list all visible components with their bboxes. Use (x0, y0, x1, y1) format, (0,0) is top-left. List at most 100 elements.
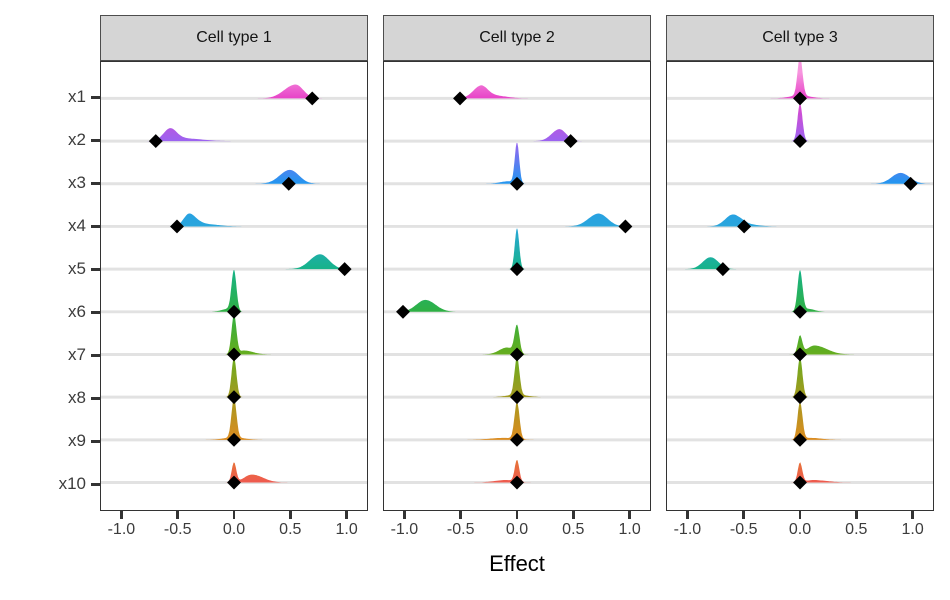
x-tick-label: -1.0 (107, 521, 136, 538)
facet-panel (100, 61, 368, 511)
density-curve-x6 (785, 270, 835, 312)
density-curve-x5 (508, 228, 526, 270)
x-tick-label: 1.0 (335, 521, 358, 538)
density-curve-x9 (449, 401, 549, 440)
y-axis-label: x6 (68, 302, 86, 321)
effect-point-x5 (510, 262, 524, 277)
effect-point-x6 (227, 304, 241, 319)
y-axis-label: x9 (68, 431, 86, 450)
density-curve-x7 (224, 314, 280, 355)
y-axis-label: x7 (68, 345, 86, 364)
effect-point-x1 (793, 91, 807, 106)
y-axis-tick (91, 482, 100, 486)
effect-point-x4 (737, 219, 752, 234)
x-tick-label: -0.5 (729, 521, 758, 538)
x-tick-label: 0.0 (788, 521, 812, 538)
density-curve-x10 (461, 460, 542, 483)
density-curve-x8 (790, 357, 810, 398)
x-axis-tick (176, 511, 179, 519)
facet-strip: Cell type 1 (100, 15, 368, 61)
x-tick-label: 0.5 (845, 521, 868, 538)
x-axis-tick (459, 511, 462, 519)
y-axis-label: x10 (58, 474, 86, 493)
facet-strip-title: Cell type 1 (196, 29, 272, 46)
x-axis-tick (572, 511, 575, 519)
density-curve-x2 (790, 103, 810, 142)
facet-panel (383, 61, 651, 511)
x-axis-tick (120, 511, 123, 519)
density-curve-x7 (475, 324, 534, 355)
x-axis-title: Effect (489, 551, 545, 576)
y-axis-tick (91, 439, 100, 443)
effect-point-x1 (453, 91, 467, 106)
density-curve-x10 (220, 462, 297, 483)
effect-point-x7 (793, 347, 807, 362)
density-curve-x5 (679, 257, 742, 270)
y-axis-label: x1 (68, 87, 86, 106)
y-axis-tick (91, 224, 100, 228)
y-axis-label: x2 (68, 130, 86, 149)
y-axis-label: x8 (68, 388, 86, 407)
x-tick-label: 0.5 (279, 521, 302, 538)
density-curve-x8 (476, 356, 558, 398)
density-curve-x8 (224, 357, 244, 398)
effect-point-x1 (305, 91, 320, 106)
density-curve-x4 (166, 213, 258, 227)
effect-point-x5 (715, 262, 730, 277)
y-axis-tick (91, 396, 100, 400)
x-tick-label: 0.0 (505, 521, 529, 538)
effect-point-x8 (227, 390, 241, 405)
density-curve-x2 (528, 129, 587, 142)
density-curve-x3 (864, 172, 933, 184)
y-axis-tick (91, 138, 100, 142)
x-tick-label: 0.0 (222, 521, 246, 538)
density-curve-x6 (201, 269, 247, 312)
effect-point-x8 (793, 390, 807, 405)
y-axis-label: x4 (68, 216, 86, 235)
x-axis-tick (911, 511, 914, 519)
x-axis-tick (345, 511, 348, 519)
y-axis-tick (91, 267, 100, 271)
effect-point-x10 (793, 475, 807, 490)
x-axis-tick (232, 511, 236, 519)
x-tick-label: 0.5 (562, 521, 585, 538)
x-axis-tick (798, 511, 802, 519)
y-axis-tick (91, 181, 100, 185)
x-tick-label: -1.0 (390, 521, 419, 538)
density-curve-x7 (783, 335, 864, 355)
x-axis-tick (403, 511, 406, 519)
density-curve-x4 (558, 213, 635, 227)
density-curve-x9 (787, 401, 855, 440)
facet-strip: Cell type 2 (383, 15, 651, 61)
density-curve-x10 (782, 462, 868, 483)
x-axis-tick (686, 511, 689, 519)
x-axis-tick (289, 511, 292, 519)
effect-point-x4 (170, 219, 184, 234)
x-axis-tick (742, 511, 745, 519)
y-axis-label: x5 (68, 259, 86, 278)
density-curve-x4 (701, 214, 792, 227)
x-tick-label: -1.0 (673, 521, 702, 538)
x-tick-label: 1.0 (618, 521, 641, 538)
density-curve-x5 (279, 254, 356, 270)
y-axis-tick (91, 353, 100, 357)
x-tick-label: -0.5 (163, 521, 192, 538)
effect-point-x7 (510, 347, 524, 362)
y-axis-tick (91, 310, 100, 314)
density-curve-x1 (759, 62, 841, 99)
density-curve-x3 (249, 169, 326, 184)
facet-strip: Cell type 3 (666, 15, 934, 61)
effect-point-x2 (148, 134, 163, 149)
density-curve-x1 (250, 84, 327, 99)
effect-point-x6 (396, 304, 410, 319)
effect-point-x4 (618, 219, 633, 234)
facet-strip-title: Cell type 2 (479, 29, 555, 46)
effect-point-x10 (510, 475, 524, 490)
density-curve-x9 (193, 397, 275, 440)
effect-point-x5 (337, 262, 352, 277)
x-axis-tick (515, 511, 519, 519)
x-axis-tick (855, 511, 858, 519)
density-curve-x3 (476, 142, 531, 184)
effect-point-x6 (793, 304, 807, 319)
